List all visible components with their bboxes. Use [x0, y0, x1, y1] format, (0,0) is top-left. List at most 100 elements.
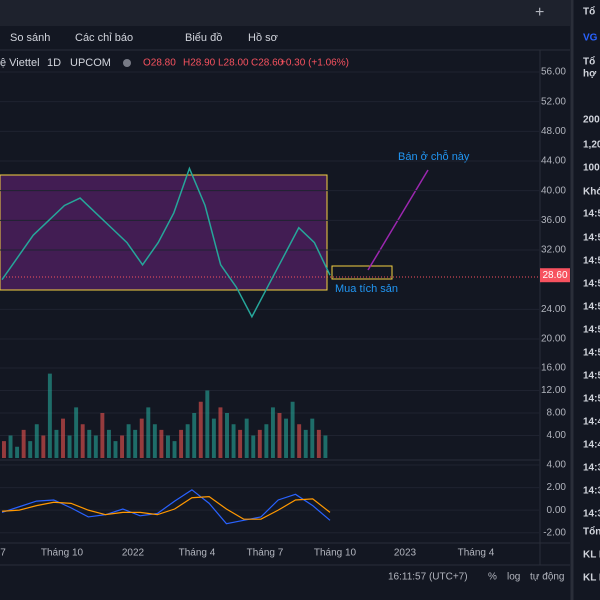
- profile-button[interactable]: Hồ sơ: [248, 32, 278, 44]
- volume-bar: [198, 401, 203, 458]
- status-dot: [123, 59, 131, 67]
- volume-bar: [126, 424, 131, 458]
- volume-bar: [152, 424, 157, 458]
- volume-bar: [2, 441, 6, 458]
- volume-bar: [218, 407, 223, 458]
- x-tick-label: 2022: [122, 548, 145, 559]
- x-tick-label: Tháng 4: [179, 548, 216, 559]
- side-item: KL M: [583, 550, 600, 561]
- volume-bar: [185, 424, 190, 458]
- side-item: 14:3: [583, 486, 600, 497]
- volume-bar: [34, 424, 39, 458]
- volume-bar: [47, 373, 52, 458]
- percent-toggle[interactable]: %: [488, 572, 497, 583]
- volume-bar: [303, 429, 308, 458]
- volume-bar: [192, 413, 197, 458]
- side-item: Tổng: [583, 526, 600, 538]
- x-tick-label: Tháng 10: [314, 548, 357, 559]
- x-tick-label: 7: [0, 548, 6, 559]
- x-tick-label: Tháng 4: [458, 548, 495, 559]
- volume-bar: [100, 413, 105, 458]
- volume-bar: [120, 435, 125, 458]
- volume-bar: [41, 435, 46, 458]
- last-price-tag: [540, 268, 570, 283]
- volume-bar: [277, 413, 282, 458]
- symbol: ệ Viettel: [0, 57, 40, 69]
- side-item: 1,20: [583, 140, 600, 151]
- side-item: 14:5: [583, 302, 600, 313]
- y-tick-label: 2.00: [547, 482, 567, 493]
- y-tick-label: 20.00: [541, 334, 566, 345]
- volume-bar: [146, 407, 151, 458]
- volume-bar: [211, 418, 216, 458]
- side-panel: [570, 0, 600, 600]
- volume-bar: [87, 429, 92, 458]
- y-tick-label: 4.00: [547, 460, 567, 471]
- volume-bar: [8, 435, 13, 458]
- side-item: 14:5: [583, 325, 600, 336]
- side-item: KL B: [583, 573, 600, 584]
- side-item: 14:5: [583, 209, 600, 220]
- volume-bar: [61, 418, 65, 458]
- top-bar: [0, 0, 570, 26]
- side-item: 14:5: [583, 348, 600, 359]
- volume-bar: [139, 418, 144, 458]
- y-tick-label: 40.00: [541, 185, 566, 196]
- side-item: 14:4: [583, 440, 600, 451]
- buy-note: Mua tích sản: [335, 283, 398, 295]
- x-tick-label: Tháng 10: [41, 548, 84, 559]
- y-tick-label: 56.00: [541, 67, 566, 78]
- volume-bar: [310, 418, 315, 458]
- close: C28.60: [251, 58, 284, 69]
- volume-bar: [290, 401, 295, 458]
- side-item: 200: [583, 115, 600, 126]
- volume-bar: [231, 424, 236, 458]
- target-box: [331, 265, 393, 280]
- interval: 1D: [47, 57, 61, 69]
- volume-bar: [106, 429, 111, 458]
- exchange: UPCOM: [70, 57, 111, 69]
- x-tick-label: 2023: [394, 548, 417, 559]
- volume-bar: [15, 446, 20, 458]
- y-tick-label: 8.00: [547, 408, 567, 419]
- y-tick-label: 4.00: [547, 430, 567, 441]
- side-item: 14:5: [583, 233, 600, 244]
- volume-bar: [74, 407, 79, 458]
- side-item: Tổ: [583, 56, 595, 68]
- log-toggle[interactable]: log: [507, 572, 520, 583]
- volume-bar: [297, 424, 302, 458]
- y-tick-label: 32.00: [541, 245, 566, 256]
- y-tick-label: 16.00: [541, 363, 566, 374]
- volume-bar: [172, 441, 177, 458]
- volume-bar: [179, 429, 184, 458]
- side-item: 14:5: [583, 279, 600, 290]
- high: H28.90: [183, 58, 216, 69]
- volume-bar: [284, 418, 289, 458]
- change: +0.30 (+1.06%): [280, 58, 349, 69]
- volume-bar: [93, 435, 98, 458]
- side-item: 14:4: [583, 417, 600, 428]
- add-icon[interactable]: +: [535, 4, 544, 21]
- chart-type-button[interactable]: Biểu đồ: [185, 32, 222, 44]
- side-item: 14:5: [583, 371, 600, 382]
- side-item: Tổ: [583, 6, 595, 18]
- y-tick-label: 48.00: [541, 126, 566, 137]
- compare-button[interactable]: So sánh: [10, 32, 50, 44]
- auto-toggle[interactable]: tự động: [530, 572, 565, 583]
- volume-bar: [67, 435, 72, 458]
- low: L28.00: [218, 58, 249, 69]
- indicators-button[interactable]: Các chỉ báo: [75, 32, 133, 44]
- y-tick-label: 12.00: [541, 385, 566, 396]
- volume-bar: [21, 429, 26, 458]
- volume-bar: [270, 407, 275, 458]
- volume-bar: [316, 429, 321, 458]
- y-tick-label: 44.00: [541, 156, 566, 167]
- side-item: Khớ: [583, 187, 600, 198]
- volume-bar: [225, 413, 229, 458]
- toolbar: [0, 26, 570, 50]
- open: O28.80: [143, 58, 176, 69]
- side-item: 14:3: [583, 463, 600, 474]
- clock: 16:11:57 (UTC+7): [388, 572, 468, 583]
- volume-bar: [251, 435, 256, 458]
